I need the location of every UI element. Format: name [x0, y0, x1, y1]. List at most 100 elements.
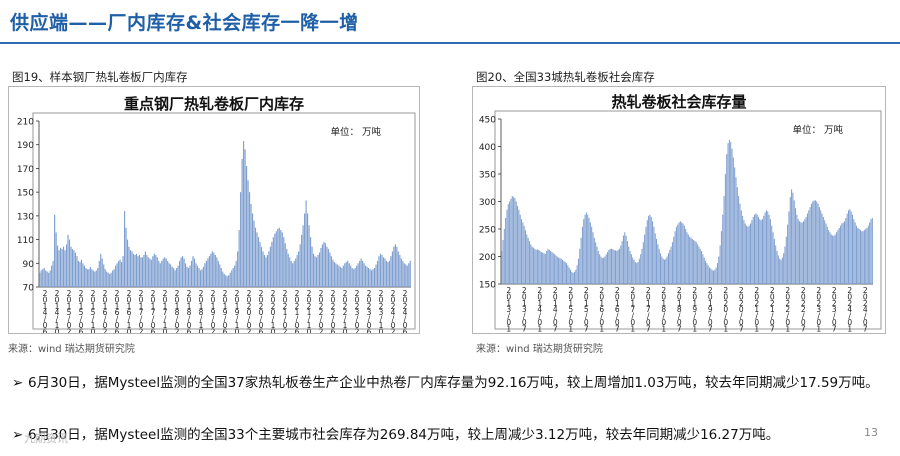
- chart-0-xtick-label: 2 0 1 5/1 0: [91, 289, 96, 333]
- chart-0-bar: [187, 268, 190, 287]
- chart-1-unit-label: 单位： 万吨: [792, 124, 843, 136]
- chart-1-bar: [649, 214, 651, 284]
- chart-1-bar: [764, 212, 766, 284]
- chart-1-bar: [624, 232, 626, 284]
- chart-1-bar: [535, 249, 537, 284]
- chart-1-ytick-label: 450: [479, 116, 496, 126]
- chart-1-bar: [813, 200, 815, 284]
- chart-1-bar: [601, 258, 603, 284]
- chart-0-xtick-label: 2 0 2 0/0 6: [259, 289, 264, 333]
- chart-0-bar: [301, 234, 303, 287]
- chart-1-bar: [840, 225, 842, 284]
- chart-1-bar: [669, 249, 671, 284]
- chart-0-xtick-label: 2 0 2 3/0 6: [367, 289, 372, 333]
- chart-0-bar: [248, 192, 251, 287]
- chart-1-bar: [517, 205, 519, 284]
- chart-0-bar: [382, 257, 385, 287]
- chart-1-bar: [689, 236, 691, 284]
- chart-0-bar: [348, 263, 350, 287]
- chart-1-bar: [861, 231, 863, 284]
- chart-1-bar: [548, 249, 550, 284]
- chart-1-xtick-label: 2 0 2 1/0 1: [754, 286, 759, 333]
- chart-1-bar: [675, 226, 677, 284]
- chart-1-bar: [797, 219, 799, 284]
- chart-1-bar: [591, 226, 593, 284]
- chart-0-bar: [112, 270, 114, 287]
- chart-0-bar: [51, 265, 53, 287]
- chart-1-bar: [683, 225, 685, 284]
- chart-1-bar: [636, 263, 638, 284]
- chart-0-bar: [232, 268, 234, 287]
- chart-1-bar: [614, 250, 617, 284]
- chart-0-bar: [245, 166, 248, 287]
- chart-1-bar: [585, 212, 587, 284]
- chart-0-bar: [42, 269, 44, 287]
- chart-1-bar: [536, 249, 538, 284]
- chart-0-bar: [378, 256, 380, 287]
- chart-1-bar: [830, 234, 832, 284]
- chart-0-bar: [278, 227, 280, 287]
- chart-0-bar: [330, 256, 332, 287]
- chart-1-bar: [592, 232, 594, 284]
- chart-1-bar: [801, 222, 803, 284]
- chart-1-bar: [809, 207, 811, 284]
- chart-1-bar: [551, 252, 553, 284]
- chart-1-bar: [784, 246, 786, 284]
- chart-0-xtick-label: 2 0 1 4/0 6: [43, 289, 48, 333]
- figure-20-chart-panel: 热轧卷板社会库存量 单位： 万吨 150 200 250 300 350 400 450 2 0 1 3…: [472, 86, 886, 334]
- chart-0-bar: [48, 272, 50, 287]
- chart-1-bar: [650, 216, 652, 284]
- chart-0-bar: [356, 265, 358, 287]
- chart-0-bar: [88, 269, 90, 287]
- chart-1-bar: [587, 214, 589, 284]
- chart-1-bar: [708, 267, 711, 284]
- chart-1-bar: [563, 260, 565, 284]
- chart-1-bar: [772, 232, 774, 284]
- chart-1-bar: [724, 174, 726, 284]
- chart-0-bar: [82, 263, 84, 287]
- chart-0-bar: [290, 260, 292, 287]
- chart-0-bar: [376, 260, 379, 287]
- chart-1-bar: [810, 203, 812, 284]
- chart-0-bar: [97, 268, 99, 287]
- chart-0-bar: [345, 262, 347, 287]
- chart-0-ytick-label: 130: [17, 212, 34, 222]
- chart-0-bar: [118, 260, 120, 287]
- chart-0-bar: [363, 263, 365, 287]
- chart-1-bar: [524, 230, 527, 284]
- chart-0-bar: [375, 264, 377, 287]
- chart-0-bar: [107, 272, 109, 287]
- chart-0-bar: [158, 260, 160, 287]
- chart-1-bar: [727, 143, 729, 284]
- chart-1-bar: [686, 232, 688, 284]
- chart-0-bar: [45, 270, 47, 287]
- chart-1-xtick-label: 2 0 2 1/0 7: [770, 286, 775, 333]
- chart-1-bar: [542, 252, 544, 284]
- chart-1-bar: [796, 214, 798, 284]
- chart-1-bar: [616, 251, 618, 284]
- chart-0-bar: [98, 260, 100, 287]
- chart-0-bar: [368, 268, 370, 287]
- chart-1-bar: [539, 251, 541, 284]
- chart-0-bar: [152, 256, 154, 287]
- chart-0-bar: [353, 269, 355, 287]
- chart-1-bar: [845, 218, 847, 284]
- chart-1-bar: [503, 229, 505, 284]
- chart-0-bar: [85, 268, 87, 287]
- chart-1-xtick-label: 2 0 2 0/0 1: [723, 286, 728, 333]
- chart-0-bar: [257, 237, 260, 287]
- chart-1-bar: [870, 219, 872, 284]
- chart-0-bar: [335, 263, 337, 287]
- chart-0-bar: [280, 230, 282, 287]
- chart-1-bar: [821, 213, 823, 284]
- chart-0-bar: [116, 263, 118, 287]
- chart-0-bar: [387, 262, 389, 287]
- chart-1-bar: [825, 223, 827, 284]
- chart-1-bar: [583, 219, 585, 284]
- chart-0-bar: [296, 254, 298, 287]
- chart-1-bar: [671, 242, 673, 284]
- chart-1-bar: [642, 242, 644, 284]
- chart-1-bar: [530, 244, 532, 284]
- watermark: 九期资讯: [24, 432, 68, 445]
